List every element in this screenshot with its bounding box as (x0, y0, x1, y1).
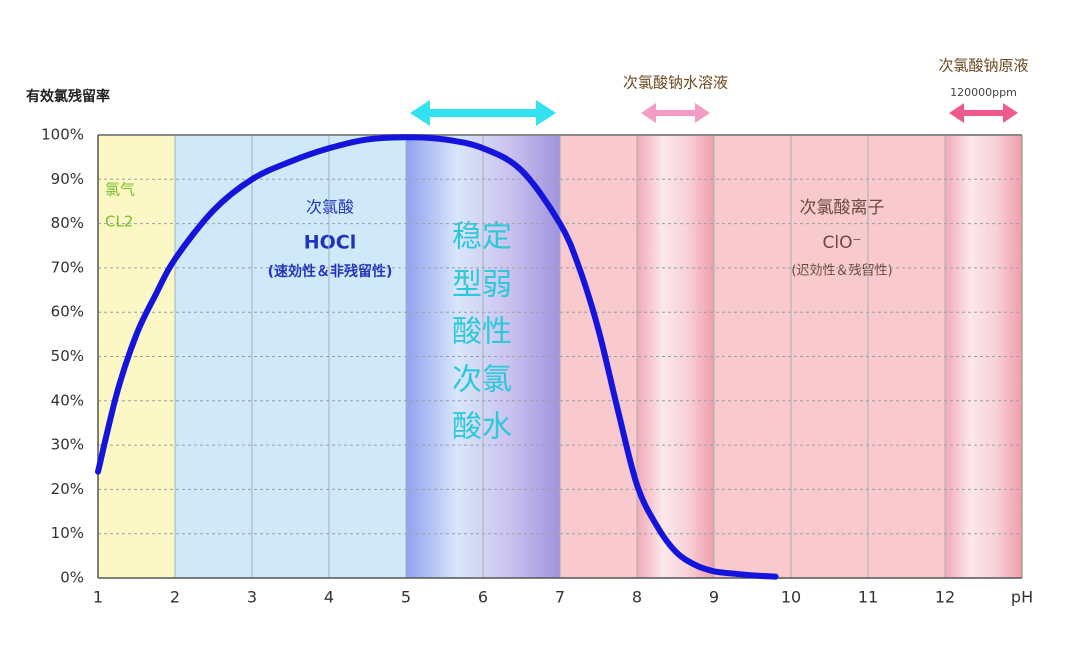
region-label: 酸水 (452, 410, 512, 445)
y-tick-label: 0% (60, 569, 84, 587)
x-tick-label: 4 (324, 588, 334, 607)
curve (95, 134, 779, 580)
region-label: 次氯酸离子 (800, 198, 885, 218)
x-tick-label: 1 (93, 588, 103, 607)
x-tick-label: 6 (478, 588, 488, 607)
x-tick-label: 8 (632, 588, 642, 607)
region-label: (迟効性＆残留性) (791, 264, 892, 279)
range-arrow (641, 103, 710, 123)
y-tick-label: 60% (51, 303, 84, 321)
region-label: (速効性＆非残留性) (268, 263, 393, 280)
x-tick-label: 2 (170, 588, 180, 607)
y-axis-label: 有效氯残留率 (26, 88, 110, 105)
y-tick-label: 70% (51, 258, 84, 276)
x-tick-label: 12 (935, 588, 955, 607)
range-arrow (410, 100, 556, 126)
region-label: 次氯 (452, 363, 512, 398)
x-tick-label: 5 (401, 588, 411, 607)
region-label: 稳定 (452, 220, 512, 255)
x-tick-label: 11 (858, 588, 878, 607)
region-label: 酸性 (452, 315, 512, 350)
x-tick-label: 9 (709, 588, 719, 607)
y-tick-label: 20% (51, 480, 84, 498)
region-label: HOCl (304, 232, 357, 254)
region-label: ClO⁻ (823, 233, 862, 253)
y-tick-label: 50% (51, 347, 84, 365)
x-tick-label: 10 (781, 588, 801, 607)
arrow-sublabel: 120000ppm (950, 86, 1017, 99)
arrow-label: 次氯酸钠原液 (938, 57, 1028, 75)
y-tick-label: 10% (51, 524, 84, 542)
y-tick-label: 80% (51, 214, 84, 232)
arrow-label: 次氯酸钠水溶液 (623, 74, 728, 92)
region-label: 次氯酸 (306, 198, 354, 217)
x-tick-label: 7 (555, 588, 565, 607)
region-label: CL2 (105, 213, 133, 231)
range-arrow (949, 103, 1018, 123)
region-label: 氯气 (105, 181, 135, 199)
y-tick-label: 40% (51, 391, 84, 409)
y-tick-label: 30% (51, 436, 84, 454)
y-tick-label: 100% (41, 126, 84, 144)
region-label: 型弱 (452, 268, 512, 303)
y-tick-label: 90% (51, 170, 84, 188)
x-axis-label: pH (1011, 588, 1033, 607)
x-tick-label: 3 (247, 588, 257, 607)
